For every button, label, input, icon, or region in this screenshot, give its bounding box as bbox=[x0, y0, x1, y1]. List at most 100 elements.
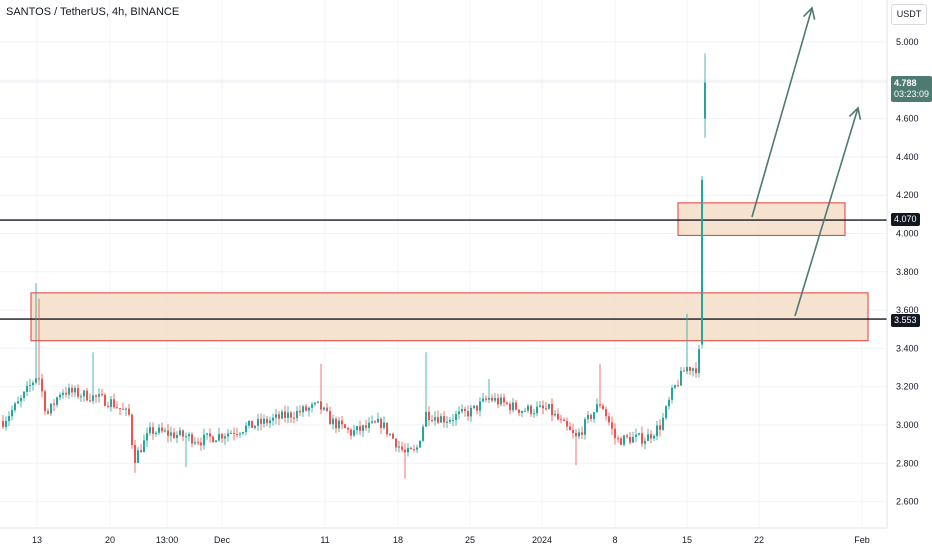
candle-body bbox=[347, 428, 349, 430]
candle-body bbox=[197, 442, 199, 444]
candle-body bbox=[47, 411, 49, 414]
time-tick-label: 22 bbox=[754, 535, 764, 545]
candle-body bbox=[53, 403, 55, 405]
candle-body bbox=[530, 405, 532, 415]
candle-body bbox=[392, 433, 394, 439]
candle-body bbox=[401, 446, 403, 450]
candle-body bbox=[704, 82, 706, 119]
candle-body bbox=[473, 405, 475, 408]
level-lower-tag: 3.553 bbox=[891, 314, 920, 327]
candle-body bbox=[17, 401, 19, 404]
candle-body bbox=[665, 406, 667, 418]
price-tick-label: 3.800 bbox=[896, 267, 919, 277]
bar-countdown: 03:23:09 bbox=[894, 89, 930, 99]
candle-body bbox=[521, 411, 523, 413]
time-tick-label: 15 bbox=[682, 535, 692, 545]
candle-body bbox=[629, 437, 631, 443]
candle-body bbox=[458, 411, 460, 415]
candle-body bbox=[179, 430, 181, 436]
lower-projection-arrow-head bbox=[848, 106, 862, 120]
candle-body bbox=[536, 406, 538, 414]
candle-body bbox=[98, 394, 100, 397]
candle-body bbox=[134, 445, 136, 463]
lower-zone bbox=[30, 292, 869, 342]
candle-body bbox=[467, 410, 469, 417]
candle-body bbox=[566, 420, 568, 427]
candle-body bbox=[137, 450, 139, 463]
candle-body bbox=[212, 436, 214, 443]
candle-body bbox=[8, 416, 10, 421]
candle-body bbox=[431, 420, 433, 422]
candle-body bbox=[695, 368, 697, 374]
time-tick-label: 13 bbox=[32, 535, 42, 545]
price-tick-label: 4.400 bbox=[896, 152, 919, 162]
candle-body bbox=[251, 420, 253, 428]
candle-body bbox=[317, 401, 319, 403]
price-tick-label: 3.000 bbox=[896, 420, 919, 430]
candle-body bbox=[218, 433, 220, 441]
candle-body bbox=[686, 367, 688, 372]
candle-body bbox=[500, 397, 502, 405]
time-tick-label: Dec bbox=[214, 535, 231, 545]
candle-body bbox=[182, 430, 184, 437]
price-tick-label: 2.600 bbox=[896, 497, 919, 507]
candle-body bbox=[194, 442, 196, 444]
price-tick-label: 5.000 bbox=[896, 37, 919, 47]
candle-body bbox=[341, 420, 343, 425]
candle-body bbox=[407, 447, 409, 453]
candle-body bbox=[572, 430, 574, 433]
candle-body bbox=[608, 416, 610, 423]
candle-body bbox=[605, 409, 607, 417]
candle-body bbox=[95, 395, 97, 397]
candle-body bbox=[638, 433, 640, 435]
candle-body bbox=[92, 395, 94, 401]
candle-body bbox=[677, 385, 679, 387]
candle-body bbox=[386, 422, 388, 435]
candle-body bbox=[56, 397, 58, 405]
candle-body bbox=[344, 424, 346, 429]
last-price-tag: 4.788 03:23:09 bbox=[891, 76, 932, 102]
candle-body bbox=[101, 394, 103, 396]
candle-body bbox=[584, 419, 586, 435]
candle-body bbox=[485, 398, 487, 400]
candle-body bbox=[362, 425, 364, 431]
candle-body bbox=[221, 433, 223, 439]
candle-body bbox=[287, 412, 289, 418]
lower-projection-arrow bbox=[794, 107, 859, 317]
candle-body bbox=[44, 391, 46, 412]
candle-body bbox=[146, 433, 148, 441]
candle-body bbox=[110, 399, 112, 407]
currency-unit-button[interactable]: USDT bbox=[891, 4, 927, 25]
candle-body bbox=[350, 429, 352, 436]
price-axis[interactable]: 5.0004.8004.6004.4004.2004.0003.8003.600… bbox=[896, 37, 919, 507]
candle-body bbox=[377, 418, 379, 423]
candle-body bbox=[143, 440, 145, 453]
candle-body bbox=[80, 396, 82, 398]
candle-body bbox=[692, 368, 694, 371]
candle-body bbox=[113, 399, 115, 408]
candle-body bbox=[26, 385, 28, 392]
candle-body bbox=[464, 408, 466, 411]
candle-body bbox=[305, 406, 307, 411]
candle-body bbox=[494, 398, 496, 401]
candle-body bbox=[413, 449, 415, 451]
candle-body bbox=[512, 402, 514, 411]
time-axis[interactable]: 13 20 13:00 Dec 11 18 25 2024 8 15 22 Feb bbox=[32, 535, 870, 545]
candle-body bbox=[560, 419, 562, 421]
candle-body bbox=[545, 408, 547, 410]
candle-body bbox=[161, 427, 163, 432]
candle-body bbox=[200, 442, 202, 446]
candle-body bbox=[635, 434, 637, 437]
time-tick-label: 13:00 bbox=[156, 535, 179, 545]
candle-body bbox=[527, 405, 529, 411]
candle-body bbox=[5, 420, 7, 427]
candle-body bbox=[323, 407, 325, 410]
candle-body bbox=[698, 349, 700, 374]
candle-body bbox=[86, 390, 88, 401]
candle-body bbox=[653, 435, 655, 439]
time-tick-label: 18 bbox=[393, 535, 403, 545]
time-tick-label: Feb bbox=[854, 535, 870, 545]
chart-title: SANTOS / TetherUS, 4h, BINANCE bbox=[6, 6, 180, 18]
candle-body bbox=[419, 440, 421, 448]
